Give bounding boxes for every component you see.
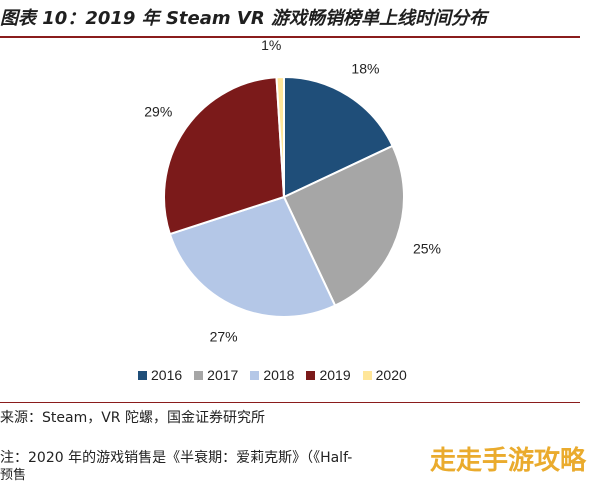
legend-item-2017: 2017 <box>194 367 238 383</box>
pie-slice-2020 <box>275 75 285 198</box>
legend-item-2018: 2018 <box>250 367 294 383</box>
pie-slice-2017 <box>282 144 405 307</box>
pie-label-2016: 18% <box>351 61 379 77</box>
legend-label: 2020 <box>375 367 407 383</box>
legend-label: 2016 <box>151 367 183 383</box>
legend-item-2019: 2019 <box>306 367 351 383</box>
title-divider <box>0 36 580 38</box>
pie-slice-2016 <box>283 75 394 199</box>
pie-label-2019: 29% <box>144 104 172 120</box>
legend-swatch <box>250 370 260 380</box>
legend-item-2016: 2016 <box>138 367 182 383</box>
pie-slice-2018 <box>168 195 337 318</box>
pie-slices <box>163 75 405 318</box>
note-text-continued: 预售 <box>0 468 27 482</box>
legend-item-2020: 2020 <box>362 367 407 383</box>
pie-slice-2019 <box>163 76 286 236</box>
chart-legend: 2016 2017 2018 2019 2020 <box>138 364 407 386</box>
legend-swatch <box>362 370 372 380</box>
chart-title: 图表 10：2019 年 Steam VR 游戏畅销榜单上线时间分布 <box>0 8 487 29</box>
legend-swatch <box>138 370 147 380</box>
source-divider <box>0 402 580 403</box>
legend-label: 2019 <box>319 367 351 383</box>
watermark: 走走手游攻略 <box>429 446 586 476</box>
legend-swatch <box>194 370 204 380</box>
legend-label: 2017 <box>207 367 239 383</box>
pie-labels: 18% 25% 27% 29% 1% <box>144 40 441 344</box>
legend-swatch <box>306 370 316 380</box>
pie-label-2017: 25% <box>413 240 441 256</box>
source-text: 来源：Steam，VR 陀螺，国金证券研究所 <box>0 410 265 426</box>
legend-label: 2018 <box>263 367 295 383</box>
pie-chart: 18% 25% 27% 29% 1% <box>144 40 441 344</box>
pie-label-2020: 1% <box>261 40 281 53</box>
note-text: 注：2020 年的游戏销售是《半衰期：爱莉克斯》（《Half- <box>0 450 353 466</box>
pie-label-2018: 27% <box>210 328 238 344</box>
